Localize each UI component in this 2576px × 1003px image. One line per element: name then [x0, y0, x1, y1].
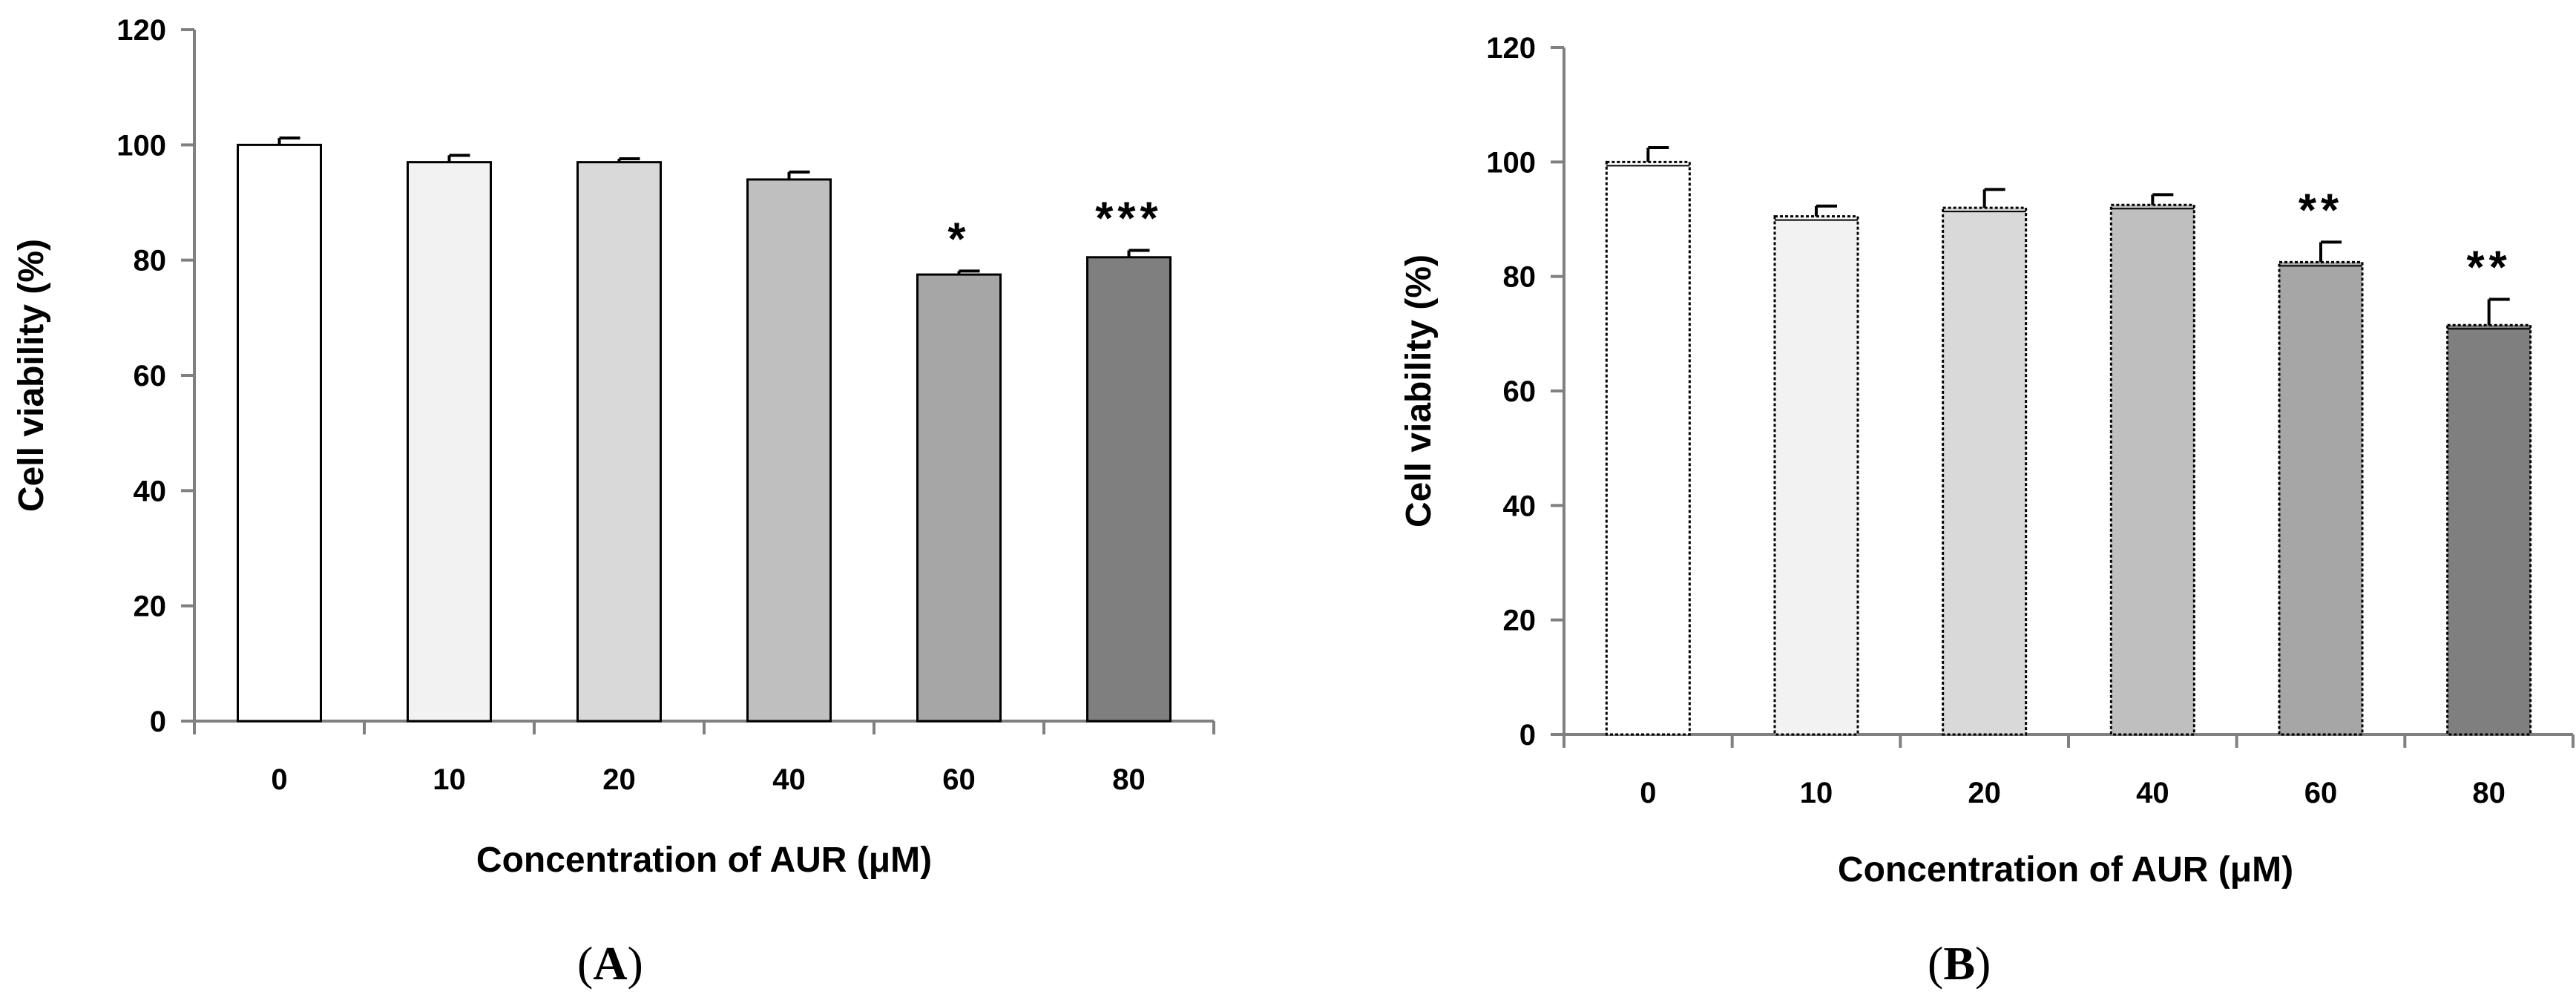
bar-80 — [1086, 256, 1172, 723]
bar-0 — [237, 143, 322, 723]
y-tick-label: 40 — [134, 475, 167, 507]
significance-label: * — [947, 214, 970, 265]
y-tick-label: 0 — [1519, 719, 1536, 752]
y-tick-label: 100 — [116, 129, 166, 162]
x-tick-label: 60 — [942, 763, 976, 796]
bar-10 — [1773, 215, 1859, 736]
y-axis-title: Cell viability (%) — [1399, 254, 1439, 527]
x-tick-label: 40 — [2136, 777, 2169, 809]
x-axis-title: Concentration of AUR (μM) — [476, 841, 932, 880]
bar-20 — [576, 161, 662, 723]
panel-label-a: (A) — [577, 937, 643, 990]
y-tick-label: 60 — [1503, 375, 1537, 408]
y-tick-label: 80 — [1503, 261, 1537, 294]
significance-label: *** — [1095, 193, 1162, 244]
y-axis-title: Cell viability (%) — [12, 239, 51, 512]
bar-60 — [916, 273, 1002, 723]
y-tick-label: 20 — [134, 591, 167, 623]
x-tick-label: 10 — [1800, 777, 1833, 809]
significance-label: ** — [2299, 185, 2343, 236]
bar-0 — [1605, 160, 1691, 736]
bar-20 — [1942, 206, 2028, 736]
y-tick-label: 120 — [116, 14, 166, 47]
panel-label-b: (B) — [1928, 937, 1991, 990]
x-tick-label: 10 — [433, 763, 466, 796]
x-tick-label: 20 — [1968, 777, 2001, 809]
x-tick-label: 60 — [2304, 777, 2338, 809]
y-tick-label: 100 — [1486, 146, 1536, 179]
x-tick-label: 0 — [1640, 777, 1656, 809]
bar-80 — [2446, 323, 2532, 736]
x-tick-label: 0 — [271, 763, 287, 796]
significance-label: ** — [2467, 243, 2511, 294]
y-tick-label: 20 — [1503, 605, 1537, 637]
bar-40 — [746, 178, 832, 723]
y-tick-label: 0 — [150, 706, 166, 738]
bar-60 — [2278, 260, 2364, 736]
x-axis-title: Concentration of AUR (μM) — [1838, 850, 2293, 889]
x-tick-label: 20 — [602, 763, 636, 796]
x-tick-label: 80 — [2472, 777, 2506, 809]
y-tick-label: 80 — [134, 245, 167, 277]
y-tick-label: 40 — [1503, 490, 1537, 522]
y-tick-label: 60 — [134, 360, 167, 392]
y-tick-label: 120 — [1486, 32, 1536, 65]
x-tick-label: 40 — [772, 763, 806, 796]
bar-40 — [2109, 203, 2195, 736]
chart-panel-b: 0 20 40 60 80 100 120 0 10 20 40 ** 60 ** 80 Concentrat… — [1399, 32, 2575, 889]
x-tick-label: 80 — [1112, 763, 1146, 796]
chart-panel-a: 0 20 40 60 80 100 120 0 10 20 40 * 60 *** 80 Concentrat… — [12, 14, 1215, 880]
bar-10 — [407, 161, 492, 723]
